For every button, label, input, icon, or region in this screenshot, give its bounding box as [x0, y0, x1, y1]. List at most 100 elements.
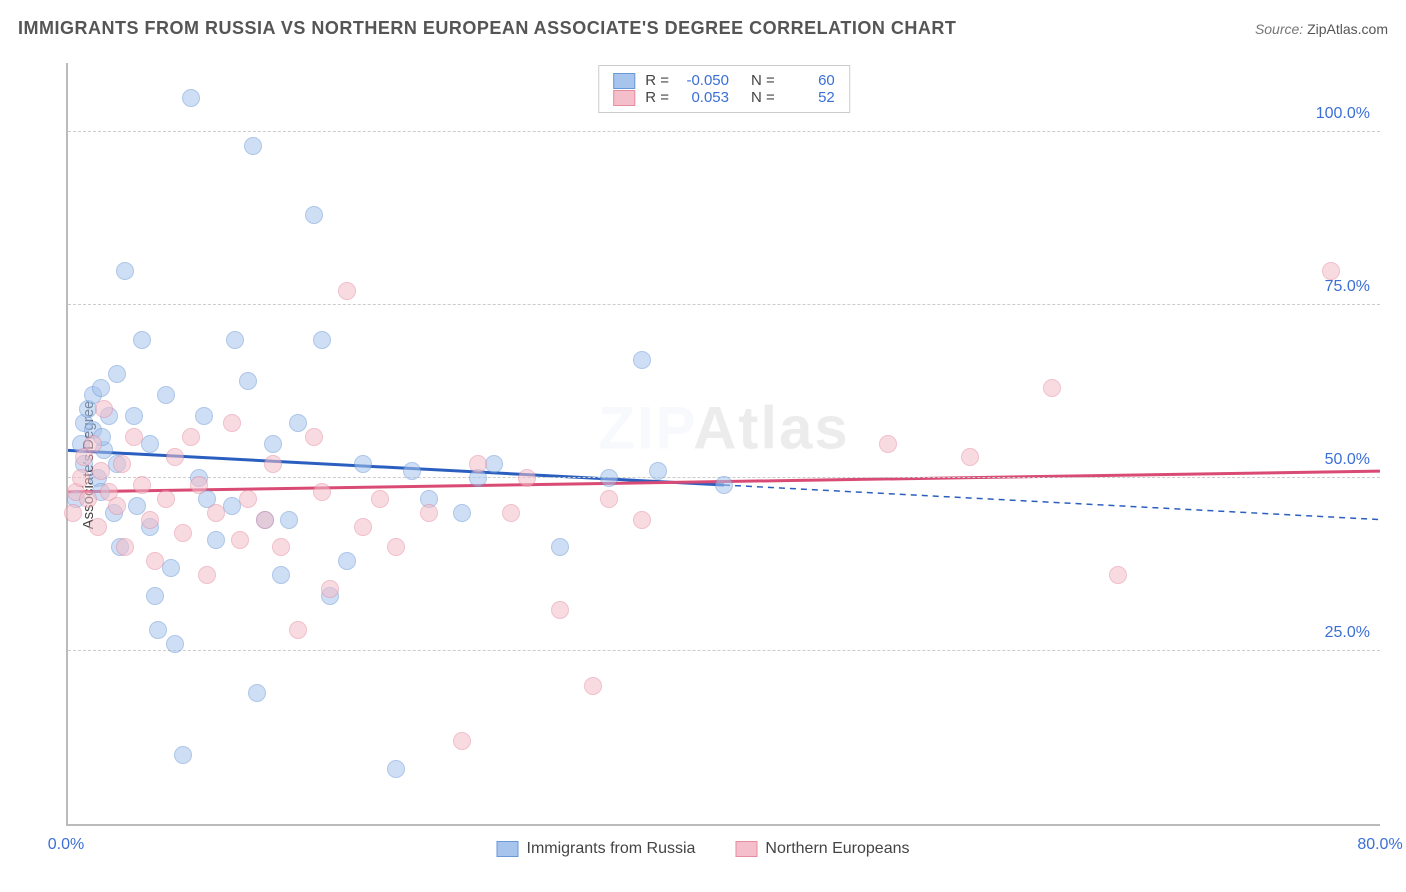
scatter-point [264, 435, 282, 453]
scatter-point [182, 428, 200, 446]
n-label: N = [751, 72, 775, 89]
scatter-point [1322, 262, 1340, 280]
legend-swatch [735, 841, 757, 857]
scatter-point [961, 448, 979, 466]
legend-item: Immigrants from Russia [496, 840, 695, 858]
chart-title: IMMIGRANTS FROM RUSSIA VS NORTHERN EUROP… [18, 18, 956, 39]
scatter-point [223, 414, 241, 432]
scatter-point [272, 538, 290, 556]
scatter-point [354, 455, 372, 473]
y-tick-label: 75.0% [1325, 278, 1370, 296]
scatter-point [420, 504, 438, 522]
y-tick-label: 100.0% [1316, 105, 1370, 123]
scatter-point [256, 511, 274, 529]
scatter-point [125, 428, 143, 446]
source-value: ZipAtlas.com [1307, 21, 1388, 37]
scatter-point [879, 435, 897, 453]
gridline [68, 650, 1380, 651]
scatter-point [469, 455, 487, 473]
scatter-point [108, 365, 126, 383]
scatter-point [174, 746, 192, 764]
scatter-point [116, 262, 134, 280]
scatter-point [141, 511, 159, 529]
scatter-point [633, 511, 651, 529]
scatter-point [89, 518, 107, 536]
scatter-point [198, 566, 216, 584]
scatter-point [551, 601, 569, 619]
watermark: ZIPAtlas [598, 394, 850, 463]
scatter-point [633, 351, 651, 369]
y-tick-label: 50.0% [1325, 451, 1370, 469]
scatter-point [649, 462, 667, 480]
scatter-point [321, 580, 339, 598]
scatter-point [248, 684, 266, 702]
scatter-point [182, 89, 200, 107]
scatter-point [207, 531, 225, 549]
scatter-point [453, 504, 471, 522]
x-tick-label: 0.0% [48, 836, 84, 854]
scatter-point [190, 476, 208, 494]
scatter-point [354, 518, 372, 536]
scatter-point [485, 455, 503, 473]
legend-label: Northern Europeans [765, 840, 909, 858]
scatter-point [166, 635, 184, 653]
scatter-point [92, 379, 110, 397]
scatter-point [223, 497, 241, 515]
legend-item: Northern Europeans [735, 840, 909, 858]
gridline [68, 304, 1380, 305]
n-value: 60 [785, 72, 835, 89]
scatter-point [116, 538, 134, 556]
chart-header: IMMIGRANTS FROM RUSSIA VS NORTHERN EUROP… [18, 18, 1388, 39]
scatter-point [551, 538, 569, 556]
scatter-point [157, 386, 175, 404]
scatter-point [157, 490, 175, 508]
r-value: 0.053 [679, 89, 729, 106]
source-label: Source: [1255, 21, 1303, 37]
scatter-point [174, 524, 192, 542]
scatter-point [502, 504, 520, 522]
scatter-point [141, 435, 159, 453]
scatter-point [280, 511, 298, 529]
r-value: -0.050 [679, 72, 729, 89]
scatter-point [584, 677, 602, 695]
scatter-point [338, 282, 356, 300]
n-value: 52 [785, 89, 835, 106]
r-label: R = [645, 89, 669, 106]
stats-row: R = 0.053 N = 52 [613, 89, 835, 106]
scatter-point [195, 407, 213, 425]
n-label: N = [751, 89, 775, 106]
scatter-point [92, 462, 110, 480]
scatter-point [244, 137, 262, 155]
scatter-point [133, 476, 151, 494]
scatter-point [64, 504, 82, 522]
legend-swatch [613, 90, 635, 106]
legend-swatch [613, 73, 635, 89]
scatter-point [95, 400, 113, 418]
bottom-legend: Immigrants from Russia Northern Europeans [496, 840, 909, 858]
scatter-point [72, 469, 90, 487]
scatter-point [387, 538, 405, 556]
legend-swatch [496, 841, 518, 857]
scatter-point [231, 531, 249, 549]
scatter-point [313, 483, 331, 501]
chart-area: Associate's Degree ZIPAtlas R =-0.050N =… [18, 55, 1388, 874]
legend-label: Immigrants from Russia [526, 840, 695, 858]
scatter-point [239, 372, 257, 390]
y-tick-label: 25.0% [1325, 624, 1370, 642]
scatter-point [305, 206, 323, 224]
stats-row: R = -0.050 N = 60 [613, 72, 835, 89]
scatter-point [313, 331, 331, 349]
stats-legend-box: R = -0.050 N = 60 R = 0.053 N = 52 [598, 65, 850, 113]
scatter-point [146, 587, 164, 605]
plot-region: ZIPAtlas R = -0.050 N = 60 R = 0.053 N = 52 25… [66, 63, 1380, 826]
scatter-point [226, 331, 244, 349]
scatter-point [289, 621, 307, 639]
r-label: R = [645, 72, 669, 89]
scatter-point [600, 469, 618, 487]
scatter-point [84, 435, 102, 453]
scatter-point [338, 552, 356, 570]
scatter-point [166, 448, 184, 466]
scatter-point [600, 490, 618, 508]
x-tick-label: 80.0% [1357, 836, 1402, 854]
scatter-point [272, 566, 290, 584]
